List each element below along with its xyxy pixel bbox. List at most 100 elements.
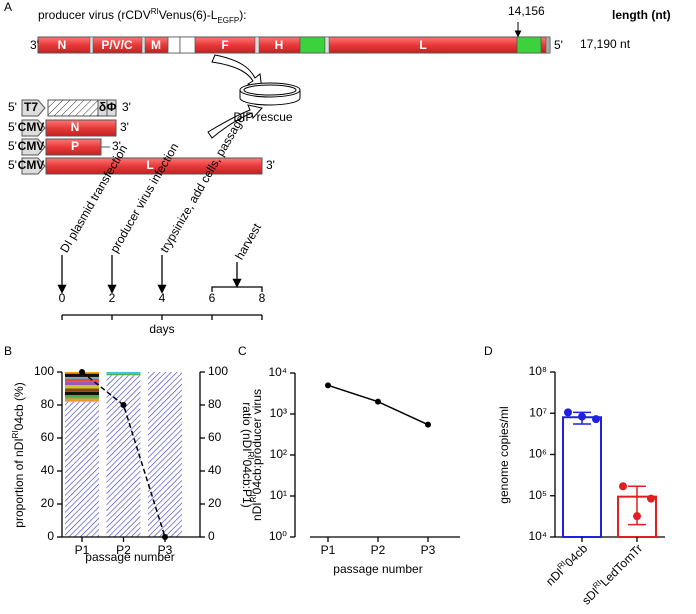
bar-segment <box>65 378 99 382</box>
end: 3' <box>112 139 121 153</box>
panel-label: B <box>4 344 12 358</box>
label-part: ratio (nDI <box>240 402 254 451</box>
x-tick-label: P2 <box>371 543 386 557</box>
dish <box>239 82 301 106</box>
x-tick-label: P3 <box>421 543 436 557</box>
tick-label: 8 <box>259 291 266 305</box>
end: 5' <box>8 158 17 172</box>
label: nDI RI04cb:producer virus <box>249 389 265 521</box>
y-tick-label: 60 <box>41 430 55 444</box>
ratio-point <box>120 402 127 408</box>
y-tick-label: 10¹ <box>270 488 287 502</box>
point <box>647 494 655 503</box>
label-part: 04cb <box>562 541 591 570</box>
bar-segment <box>65 373 99 377</box>
label-part: 04cb:producer virus <box>250 389 264 494</box>
tick-label: 2 <box>109 291 116 305</box>
y-tick-label: 60 <box>208 430 222 444</box>
ratio-line <box>81 371 166 538</box>
gene-label: L <box>419 38 426 52</box>
y-tick-label: 10⁴ <box>268 365 287 379</box>
y-tick-label: 0 <box>47 529 54 543</box>
bar-segment <box>106 372 141 374</box>
gene-label: L <box>146 158 153 172</box>
axis-label: days <box>149 322 174 336</box>
y-tick-label: 100 <box>34 364 54 378</box>
label: producer virus (rCDVRIVenus(6)-LEGFP): <box>38 7 247 25</box>
promoter: CMV <box>18 158 45 172</box>
bar-segment <box>65 385 99 389</box>
event-label: trypsinize, add cells, passage <box>157 112 248 255</box>
point <box>564 408 572 417</box>
y-tick-label: 100 <box>208 364 228 378</box>
y-tick-label: 10² <box>270 447 287 461</box>
y-tick-label: 80 <box>41 397 55 411</box>
end: 5' <box>8 100 17 114</box>
y-tick-label: 10⁸ <box>529 364 547 378</box>
end: 3' <box>30 38 39 52</box>
gene-label: H <box>275 38 284 52</box>
x-tick-label: P2 <box>116 543 131 557</box>
end: 5' <box>8 120 17 134</box>
label-part: RI <box>151 7 159 16</box>
bar-segment <box>65 388 99 392</box>
point <box>325 382 331 389</box>
label: ratio (nDIRI04cb:P1) <box>240 402 256 507</box>
axis-label: passage number <box>85 550 174 564</box>
y-tick-label: 20 <box>208 496 222 510</box>
point <box>375 398 381 405</box>
axis-label: passage number <box>333 562 422 576</box>
bar-segment <box>148 372 182 537</box>
end: 3' <box>122 100 131 114</box>
end: 5' <box>8 139 17 153</box>
panel-label: C <box>238 344 247 358</box>
harvest-bracket <box>211 286 263 292</box>
gene-label: F <box>221 38 228 52</box>
axis-label: genome copies/ml <box>497 406 511 503</box>
panel-label: D <box>484 344 493 358</box>
part: δ <box>99 100 106 114</box>
label-part: RI <box>246 452 255 460</box>
label-part: ): <box>239 8 246 22</box>
bar-segment <box>65 395 99 399</box>
x-tick-label: P1 <box>321 543 336 557</box>
point <box>578 412 586 421</box>
plasmids <box>21 99 263 175</box>
event-label: harvest <box>232 220 264 262</box>
y-tick-label: 10⁶ <box>529 447 547 461</box>
promoter: CMV <box>18 120 45 134</box>
y-tick-label: 10⁷ <box>529 405 547 419</box>
point <box>619 482 627 491</box>
gene-label: P/V/C <box>101 38 133 52</box>
y-tick-label: 80 <box>208 397 222 411</box>
bar-segment <box>65 391 99 396</box>
tick-label: 0 <box>59 291 66 305</box>
label-part: LedTomTr <box>598 541 646 589</box>
label: proportion of nDIRI04cb (%) <box>11 382 27 527</box>
label-part: Venus(6)-L <box>159 8 218 22</box>
genome-bar <box>37 22 551 54</box>
y-tick-label: 10⁰ <box>269 529 287 543</box>
label-part: 04cb:P1) <box>240 460 254 508</box>
ratio-point <box>79 369 85 375</box>
y-tick-label: 0 <box>208 529 215 543</box>
point <box>425 421 431 428</box>
label-part: nDI <box>250 502 264 521</box>
bar-segment <box>106 375 141 537</box>
label-part: EGFP <box>217 16 239 25</box>
label: nDIRI04cb <box>542 540 591 589</box>
gene-label: N <box>71 120 80 134</box>
line <box>327 384 429 426</box>
end: 3' <box>266 158 275 172</box>
tick-label: 4 <box>159 291 166 305</box>
label-part: proportion of nDI <box>12 438 26 527</box>
bar-segment <box>65 398 99 402</box>
y-tick-label: 10⁵ <box>529 488 547 502</box>
x-tick-label: P1 <box>75 543 90 557</box>
length: 17,190 nt <box>580 37 631 51</box>
point <box>633 512 641 521</box>
y-tick-label: 10³ <box>270 406 287 420</box>
y-tick-label: 20 <box>41 496 55 510</box>
label-part: RI <box>11 430 20 438</box>
gene-label: N <box>58 38 67 52</box>
